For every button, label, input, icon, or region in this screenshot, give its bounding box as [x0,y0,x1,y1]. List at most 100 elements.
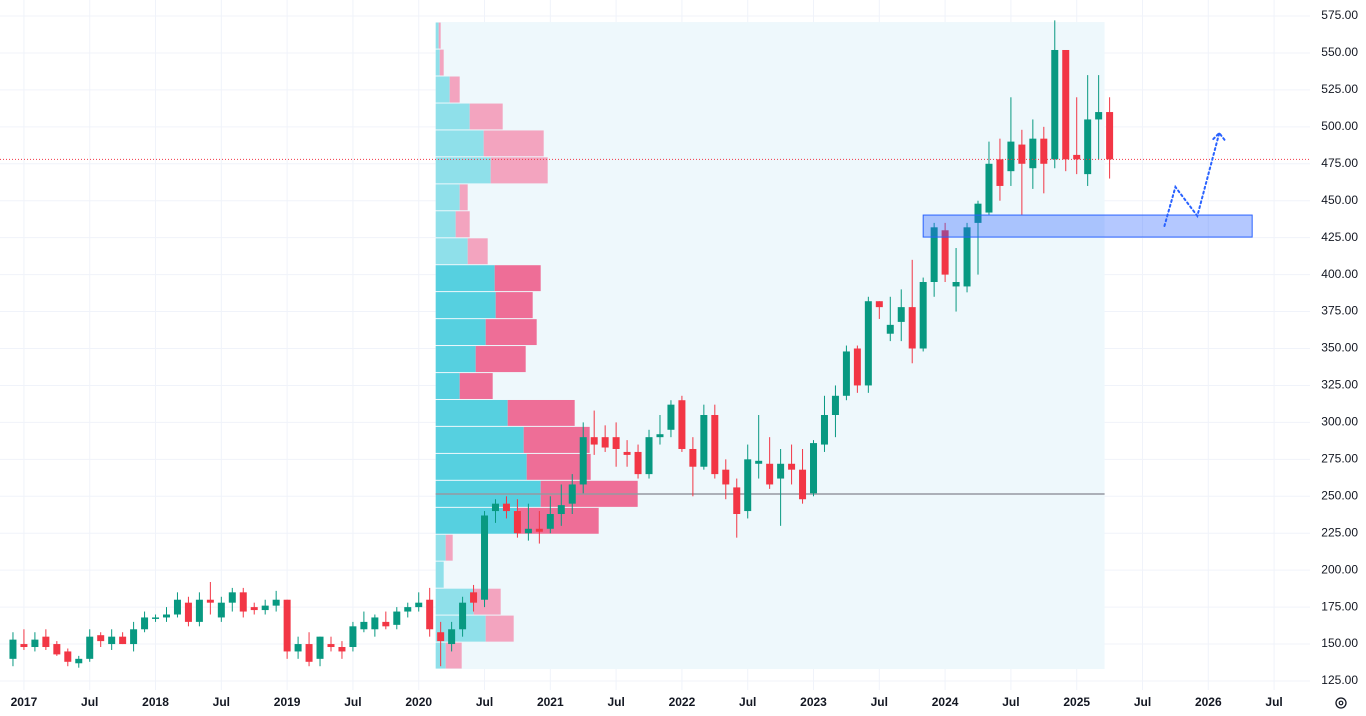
profile-up-bar [435,157,491,184]
candle-body [864,301,872,386]
y-tick-label: 550.00 [1321,45,1358,59]
candle-body [437,632,445,642]
candle-body [1018,144,1026,164]
y-tick-label: 450.00 [1321,193,1358,207]
candle-body [491,503,499,512]
candle-body [250,607,258,611]
x-tick-label: Jul [476,695,493,709]
projection-path [1163,132,1221,227]
profile-down-bar [455,211,470,238]
y-tick-label: 250.00 [1321,488,1358,502]
settings-icon-center[interactable] [1338,700,1344,706]
candle-body [152,617,160,619]
candle-body [228,592,236,603]
candle-body [842,351,850,396]
candle-body [557,505,565,515]
x-tick-label: 2026 [1195,695,1222,709]
candle-body [634,451,642,475]
x-tick-label: 2018 [142,695,169,709]
candle-body [1007,141,1015,172]
profile-down-bar [507,399,575,426]
candles [9,20,1114,668]
y-tick-label: 350.00 [1321,341,1358,355]
x-tick-label: Jul [871,695,888,709]
x-tick-label: Jul [1002,695,1019,709]
x-tick-label: 2024 [932,695,959,709]
candle-body [974,203,982,223]
x-tick-label: Jul [344,695,361,709]
candle-body [546,514,554,529]
candle-body [1062,49,1070,160]
candle-body [481,515,489,600]
profile-up-bar [435,453,527,480]
y-tick-label: 425.00 [1321,230,1358,244]
overlays [0,131,1310,238]
candle-body [667,404,675,430]
profile-up-bar [435,426,524,453]
candle-body [590,437,598,445]
candle-body [535,528,543,532]
profile-up-bar [435,319,486,346]
x-tick-label: Jul [81,695,98,709]
x-tick-label: Jul [1265,695,1282,709]
candle-body [1029,138,1037,169]
candle-body [502,503,510,512]
y-tick-label: 200.00 [1321,562,1358,576]
candle-body [184,602,192,622]
x-tick-label: Jul [739,695,756,709]
y-tick-label: 150.00 [1321,636,1358,650]
candle-body [316,636,324,659]
price-axis-background [1310,0,1366,690]
candle-body [1095,112,1103,120]
y-tick-label: 175.00 [1321,599,1358,613]
candle-body [513,511,521,534]
candle-body [524,528,532,534]
candle-body [820,415,828,445]
x-tick-label: 2019 [274,695,301,709]
profile-up-bar [435,265,495,292]
candle-body [141,617,149,630]
x-tick-label: 2025 [1063,695,1090,709]
y-tick-label: 525.00 [1321,82,1358,96]
y-tick-label: 125.00 [1321,673,1358,687]
y-tick-label: 375.00 [1321,304,1358,318]
volume-profile [435,22,1105,670]
candle-body [897,307,905,322]
candle-body [777,463,785,479]
settings-icon[interactable] [1335,697,1347,709]
profile-up-bar [435,346,476,373]
axes: 2017 Jul 2018 Jul 2019 Jul 2020 Jul 2021 Jul 2022 J… [11,0,1366,709]
profile-down-bar [494,265,541,292]
x-tick-label: 2020 [405,695,432,709]
candle-body [75,658,83,664]
profile-up-bar [435,292,496,319]
candle-body [404,607,412,612]
candle-body [360,621,368,630]
candle-body [919,282,927,349]
profile-up-bar [435,130,484,157]
x-tick-label: Jul [213,695,230,709]
candle-body [623,451,631,455]
candle-body [162,614,170,618]
y-tick-label: 475.00 [1321,156,1358,170]
profile-down-bar [483,130,544,157]
candle-body [700,415,708,467]
settings-button[interactable] [1335,697,1347,709]
candle-body [305,644,313,662]
candle-body [766,463,774,485]
candle-body [601,437,609,448]
profile-up-bar [435,399,508,426]
x-tick-label: 2023 [800,695,827,709]
candle-body [448,629,456,645]
candle-body [612,437,620,449]
candle-body [1084,119,1092,175]
candle-body [1073,154,1081,160]
profile-up-bar [435,76,450,103]
candle-body [1040,138,1048,164]
candle-body [645,437,653,475]
candle-body [393,611,401,625]
profile-down-bar [485,615,514,642]
candle-body [810,443,818,494]
candle-body [294,644,302,652]
